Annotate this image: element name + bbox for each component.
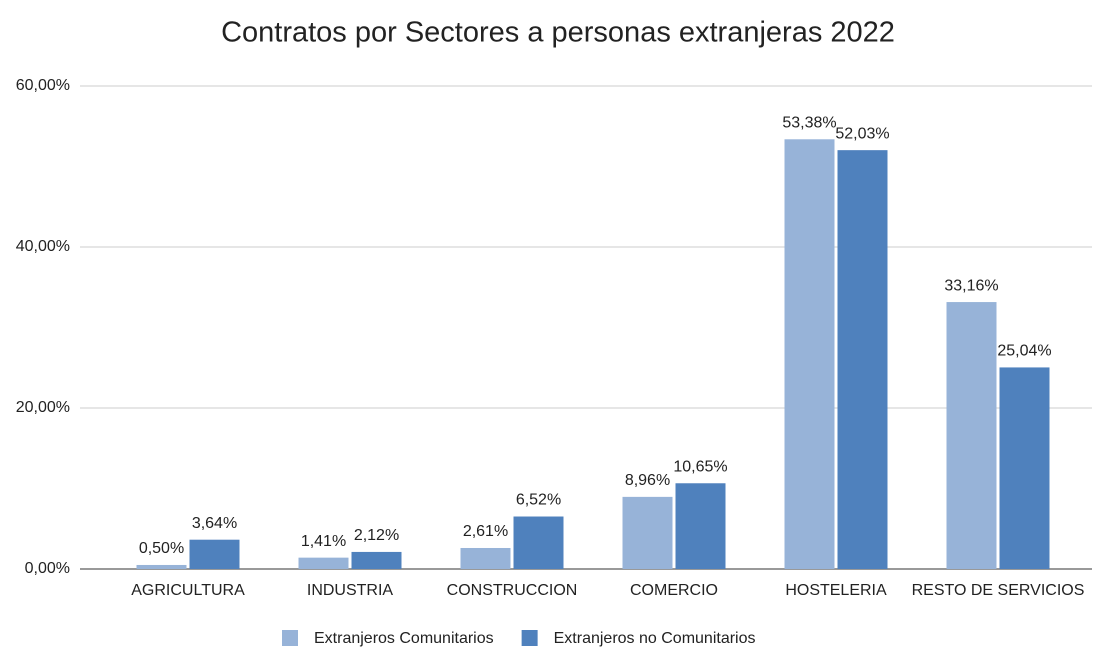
x-tick-label: INDUSTRIA xyxy=(307,582,394,599)
data-label: 8,96% xyxy=(625,472,670,489)
data-label: 10,65% xyxy=(673,458,727,475)
x-tick-label: RESTO DE SERVICIOS xyxy=(912,582,1085,599)
bar xyxy=(460,547,511,569)
x-tick-label: CONSTRUCCION xyxy=(447,582,578,599)
y-tick-label: 40,00% xyxy=(16,238,70,255)
legend-label: Extranjeros no Comunitarios xyxy=(554,630,756,647)
bar xyxy=(622,496,673,569)
data-label: 2,61% xyxy=(463,523,508,540)
bar xyxy=(999,367,1050,569)
bar xyxy=(298,557,349,569)
data-label: 33,16% xyxy=(944,277,998,294)
data-label: 6,52% xyxy=(516,492,561,509)
x-tick-label: AGRICULTURA xyxy=(131,582,245,599)
x-tick-label: HOSTELERIA xyxy=(785,582,887,599)
bar xyxy=(837,150,888,569)
legend-swatch xyxy=(282,630,298,646)
bar xyxy=(675,483,726,569)
data-label: 52,03% xyxy=(835,125,889,142)
bar xyxy=(189,539,240,569)
chart-title: Contratos por Sectores a personas extran… xyxy=(221,17,895,49)
y-tick-label: 20,00% xyxy=(16,399,70,416)
bar xyxy=(136,564,187,569)
bar xyxy=(513,516,564,569)
bar xyxy=(784,139,835,569)
data-label: 2,12% xyxy=(354,527,399,544)
y-tick-label: 60,00% xyxy=(16,77,70,94)
y-tick-label: 0,00% xyxy=(25,560,70,577)
data-label: 25,04% xyxy=(997,343,1051,360)
data-label: 0,50% xyxy=(139,540,184,557)
data-label: 53,38% xyxy=(782,115,836,132)
legend-label: Extranjeros Comunitarios xyxy=(314,630,494,647)
x-tick-label: COMERCIO xyxy=(630,582,718,599)
bar xyxy=(946,302,997,569)
data-label: 3,64% xyxy=(192,515,237,532)
bar xyxy=(351,551,402,569)
data-label: 1,41% xyxy=(301,533,346,550)
legend-swatch xyxy=(521,630,538,646)
